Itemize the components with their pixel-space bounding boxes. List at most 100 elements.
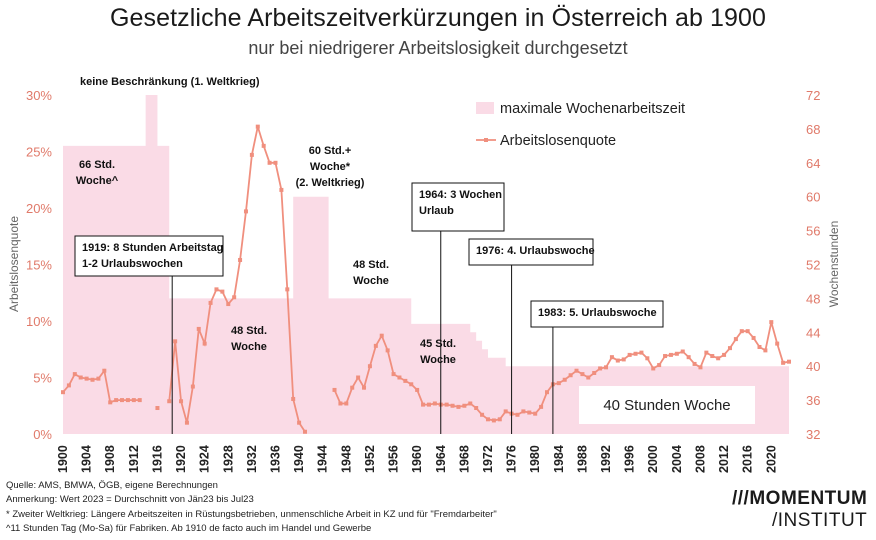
- legend-line-label: Arbeitslosenquote: [500, 133, 616, 149]
- x-tick-label: 2012: [717, 445, 731, 473]
- logo-momentum: ///MOMENTUM: [732, 488, 867, 510]
- unemployment-point: [604, 365, 609, 370]
- unemployment-point: [184, 420, 189, 425]
- unemployment-point: [78, 375, 83, 380]
- unemployment-point: [249, 152, 254, 157]
- unemployment-point: [592, 370, 597, 375]
- unemployment-point: [403, 378, 408, 383]
- unemployment-point: [598, 366, 603, 371]
- unemployment-point: [137, 398, 142, 403]
- unemployment-point: [485, 417, 490, 422]
- unemployment-point: [739, 329, 744, 334]
- unemployment-point: [344, 401, 349, 406]
- annotation-45-hours: 45 Std.: [420, 338, 456, 350]
- x-tick-label: 1984: [552, 445, 566, 473]
- annotation-48-hours-2: Woche: [353, 275, 389, 287]
- unemployment-point: [397, 375, 402, 380]
- x-tick-label: 1988: [575, 445, 589, 473]
- x-tick-label: 1968: [457, 445, 471, 473]
- unemployment-point: [450, 403, 455, 408]
- x-tick-label: 1956: [387, 445, 401, 473]
- unemployment-point: [261, 143, 266, 148]
- y-left-tick-label: 10%: [26, 314, 52, 329]
- chart-title: Gesetzliche Arbeitszeitverkürzungen in Ö…: [109, 4, 767, 32]
- legend-area-swatch: [476, 102, 494, 114]
- unemployment-point: [545, 390, 549, 395]
- annotation-60-hours: (2. Weltkrieg): [296, 177, 365, 189]
- y-right-tick-label: 36: [806, 393, 820, 408]
- unemployment-point: [72, 372, 77, 377]
- y-right-tick-label: 40: [806, 359, 820, 374]
- unemployment-point: [663, 354, 668, 359]
- legend: maximale Wochenarbeitszeit Arbeitslosenqu…: [476, 101, 685, 149]
- annotation-48-hours-2: 48 Std.: [353, 259, 389, 271]
- unemployment-point: [267, 160, 272, 165]
- unemployment-point: [639, 350, 644, 355]
- unemployment-point: [214, 287, 219, 292]
- event-1964-box: [411, 182, 505, 232]
- unemployment-point: [279, 187, 284, 192]
- y-left-tick-label: 5%: [33, 371, 52, 386]
- unemployment-point: [90, 377, 95, 382]
- unemployment-point: [391, 372, 396, 377]
- annotation-60-hours: 60 Std.+: [309, 145, 352, 157]
- x-tick-label: 1936: [268, 445, 282, 473]
- unemployment-point: [291, 396, 296, 401]
- unemployment-point: [503, 409, 508, 414]
- axis-layer: 0% 5% 10% 15% 20% 25% 30% 32 36 40 44 48 52 56 60 64 68 7…: [7, 88, 841, 473]
- unemployment-point: [356, 375, 361, 380]
- x-tick-label: 1912: [127, 445, 141, 473]
- logo-slash: /: [772, 510, 778, 531]
- unemployment-point: [243, 209, 248, 214]
- unemployment-point: [303, 429, 307, 434]
- unemployment-point: [781, 360, 786, 365]
- unemployment-point: [692, 361, 697, 366]
- y-right-tick-label: 32: [806, 427, 820, 442]
- logo-institut: /INSTITUT: [772, 510, 867, 532]
- x-tick-label: 1916: [150, 445, 164, 473]
- x-tick-label: 1952: [363, 445, 377, 473]
- unemployment-point: [373, 343, 378, 348]
- unemployment-point: [297, 420, 302, 425]
- unemployment-point: [645, 356, 650, 361]
- x-tick-label: 1980: [528, 445, 542, 473]
- unemployment-point: [273, 160, 278, 165]
- y-left-tick-label: 25%: [26, 145, 52, 160]
- logo-slashes: ///: [732, 488, 750, 509]
- unemployment-point: [131, 398, 136, 403]
- unemployment-point: [527, 410, 532, 415]
- unemployment-point: [456, 404, 461, 409]
- annotation-layer: keine Beschränkung (1. Weltkrieg) 66 Std.…: [74, 76, 755, 434]
- unemployment-point: [102, 368, 107, 373]
- y-right-tick-label: 48: [806, 291, 820, 306]
- area-max-weekly-hours: [63, 95, 789, 434]
- logo-line1: MOMENTUM: [749, 488, 868, 509]
- unemployment-point: [568, 373, 573, 378]
- event-1976-text: 1976: 4. Urlaubswoche: [476, 245, 595, 257]
- unemployment-point: [757, 344, 762, 349]
- unemployment-point: [125, 398, 130, 403]
- x-tick-label: 1932: [245, 445, 259, 473]
- unemployment-point: [745, 329, 750, 334]
- x-tick-label: 1964: [434, 445, 448, 473]
- y-left-tick-label: 0%: [33, 427, 52, 442]
- x-tick-label: 1908: [103, 445, 117, 473]
- unemployment-point: [727, 346, 732, 351]
- unemployment-point: [674, 351, 679, 356]
- x-tick-label: 1972: [481, 445, 495, 473]
- event-1983-box: [530, 300, 664, 328]
- y-left-tick-label: 15%: [26, 258, 52, 273]
- unemployment-point: [379, 333, 384, 338]
- unemployment-point: [539, 404, 544, 409]
- y-left-tick-label: 30%: [26, 88, 52, 103]
- x-tick-label: 1928: [221, 445, 235, 473]
- unemployment-point: [179, 399, 184, 404]
- unemployment-point: [190, 384, 195, 389]
- unemployment-point: [491, 418, 496, 423]
- x-tick-label: 1920: [174, 445, 188, 473]
- x-tick-label: 1944: [316, 445, 330, 473]
- unemployment-point: [96, 376, 101, 381]
- annotation-40-hours-box: [579, 386, 755, 424]
- y-right-tick-label: 72: [806, 88, 820, 103]
- x-tick-label: 1992: [599, 445, 613, 473]
